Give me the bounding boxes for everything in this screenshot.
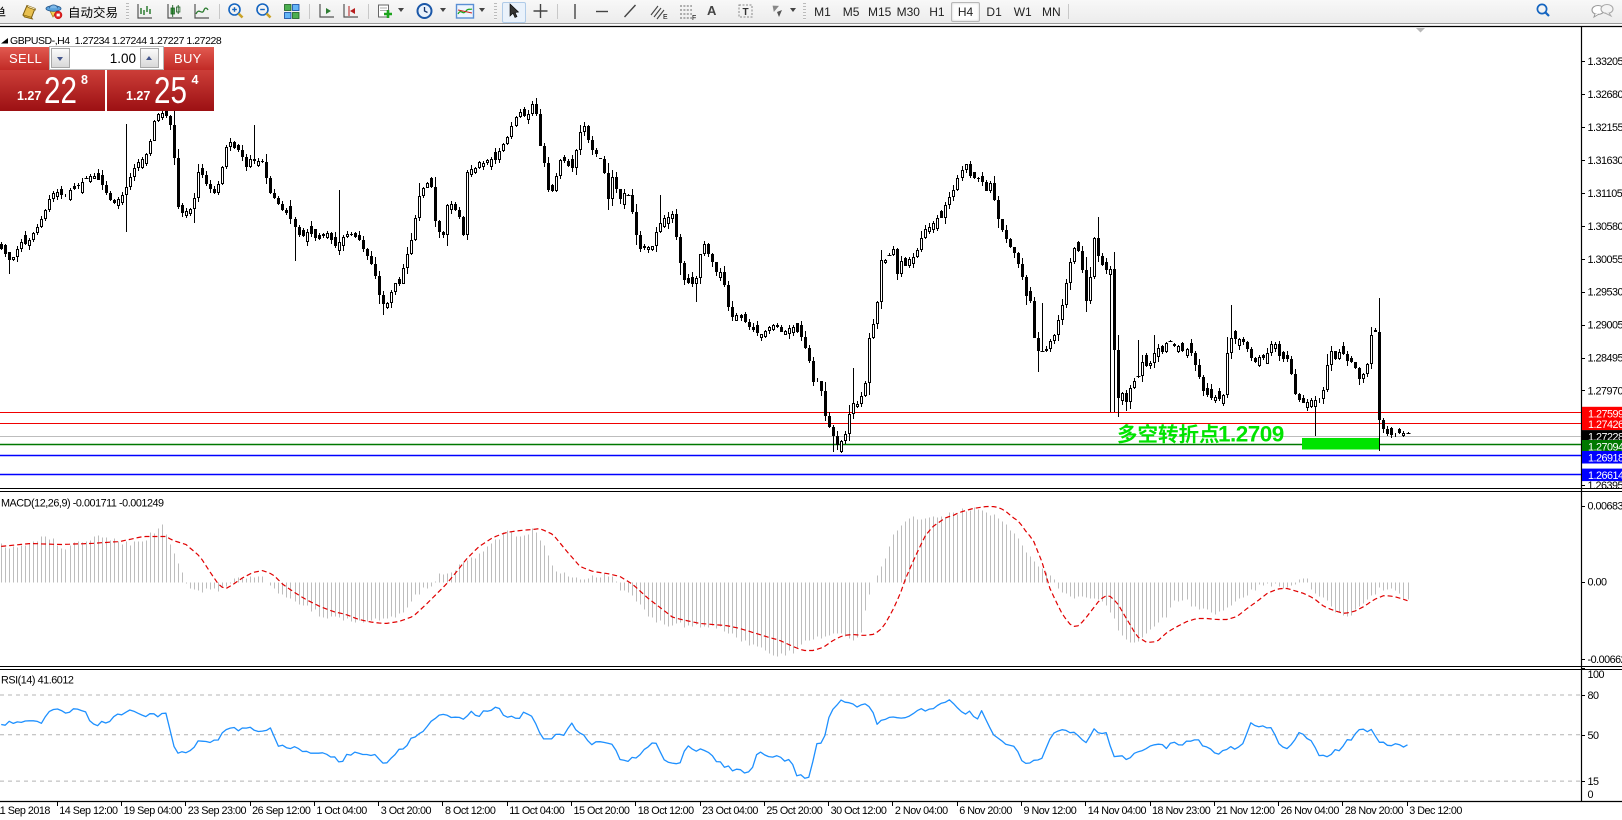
svg-text:21 Nov 12:00: 21 Nov 12:00: [1216, 805, 1275, 817]
svg-text:0.006831: 0.006831: [1588, 501, 1622, 513]
svg-text:1.26918: 1.26918: [1588, 453, 1622, 465]
svg-text:30 Oct 12:00: 30 Oct 12:00: [831, 805, 887, 817]
svg-text:1.27094: 1.27094: [1588, 442, 1622, 454]
svg-text:15 Oct 20:00: 15 Oct 20:00: [574, 805, 630, 817]
svg-text:8 Oct 12:00: 8 Oct 12:00: [445, 805, 496, 817]
svg-text:1.27599: 1.27599: [1588, 408, 1622, 420]
svg-text:1.31105: 1.31105: [1588, 188, 1622, 200]
svg-text:1.32155: 1.32155: [1588, 122, 1622, 134]
svg-text:-0.006624: -0.006624: [1588, 654, 1622, 666]
svg-text:1.27426: 1.27426: [1588, 419, 1622, 431]
svg-text:25 Oct 20:00: 25 Oct 20:00: [766, 805, 822, 817]
svg-text:1.26395: 1.26395: [1588, 480, 1622, 492]
svg-text:2 Nov 04:00: 2 Nov 04:00: [895, 805, 948, 817]
svg-text:1.2709: 1.2709: [1218, 422, 1284, 447]
svg-text:23 Oct 04:00: 23 Oct 04:00: [702, 805, 758, 817]
svg-text:1.30055: 1.30055: [1588, 254, 1622, 266]
svg-text:T: T: [743, 7, 749, 18]
svg-text:11 Oct 04:00: 11 Oct 04:00: [509, 805, 565, 817]
svg-text:MACD(12,26,9) -0.001711 -0.001: MACD(12,26,9) -0.001711 -0.001249: [1, 498, 164, 510]
svg-text:1.29530: 1.29530: [1588, 287, 1622, 299]
svg-text:100: 100: [1588, 669, 1605, 681]
svg-text:19 Sep 04:00: 19 Sep 04:00: [124, 805, 183, 817]
svg-text:0: 0: [1588, 789, 1594, 801]
svg-text:1.31630: 1.31630: [1588, 155, 1622, 167]
svg-text:26 Sep 12:00: 26 Sep 12:00: [252, 805, 311, 817]
svg-text:1.27970: 1.27970: [1588, 386, 1622, 398]
svg-text:1.33205: 1.33205: [1588, 56, 1622, 68]
svg-text:80: 80: [1588, 690, 1600, 702]
svg-text:50: 50: [1588, 730, 1600, 742]
svg-text:F: F: [692, 15, 696, 21]
svg-text:11 Sep 2018: 11 Sep 2018: [0, 805, 50, 817]
svg-text:1.28495: 1.28495: [1588, 353, 1622, 365]
svg-text:23 Sep 23:00: 23 Sep 23:00: [188, 805, 247, 817]
svg-text:18 Oct 12:00: 18 Oct 12:00: [638, 805, 694, 817]
svg-text:3 Dec 12:00: 3 Dec 12:00: [1409, 805, 1462, 817]
svg-text:1.26614: 1.26614: [1588, 470, 1622, 482]
svg-text:9 Nov 12:00: 9 Nov 12:00: [1024, 805, 1077, 817]
svg-text:E: E: [663, 14, 668, 21]
svg-text:1.30580: 1.30580: [1588, 221, 1622, 233]
svg-text:15: 15: [1588, 776, 1600, 788]
svg-text:1 Oct 04:00: 1 Oct 04:00: [316, 805, 367, 817]
svg-text:26 Nov 04:00: 26 Nov 04:00: [1281, 805, 1340, 817]
svg-text:RSI(14) 41.6012: RSI(14) 41.6012: [1, 675, 74, 687]
svg-text:1.32680: 1.32680: [1588, 89, 1622, 101]
svg-text:14 Nov 04:00: 14 Nov 04:00: [1088, 805, 1147, 817]
svg-text:1.29005: 1.29005: [1588, 320, 1622, 332]
svg-text:18 Nov 23:00: 18 Nov 23:00: [1152, 805, 1211, 817]
svg-text:0.00: 0.00: [1588, 577, 1608, 589]
svg-text:6 Nov 20:00: 6 Nov 20:00: [959, 805, 1012, 817]
svg-text:14 Sep 12:00: 14 Sep 12:00: [59, 805, 118, 817]
svg-text:28 Nov 20:00: 28 Nov 20:00: [1345, 805, 1404, 817]
svg-text:3 Oct 20:00: 3 Oct 20:00: [381, 805, 432, 817]
